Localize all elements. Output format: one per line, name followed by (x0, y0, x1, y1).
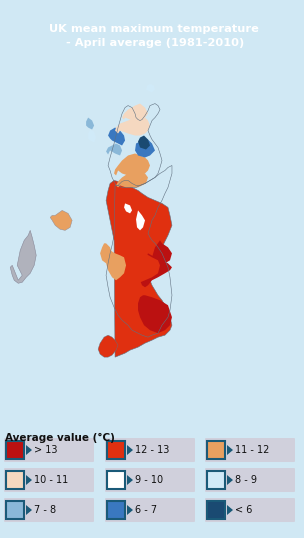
FancyBboxPatch shape (207, 501, 225, 519)
FancyBboxPatch shape (205, 468, 295, 492)
Text: > 13: > 13 (34, 445, 57, 455)
Polygon shape (108, 128, 125, 145)
FancyBboxPatch shape (205, 498, 295, 522)
Text: < 6: < 6 (235, 505, 252, 515)
FancyBboxPatch shape (105, 438, 195, 462)
Text: UK mean maximum temperature
 - April average (1981-2010): UK mean maximum temperature - April aver… (49, 24, 258, 48)
FancyBboxPatch shape (107, 471, 125, 489)
Polygon shape (100, 243, 112, 263)
Polygon shape (227, 505, 233, 515)
Text: 6 - 7: 6 - 7 (135, 505, 157, 515)
Polygon shape (138, 295, 172, 333)
Polygon shape (140, 253, 172, 287)
Polygon shape (106, 180, 172, 357)
FancyBboxPatch shape (207, 441, 225, 459)
Polygon shape (98, 335, 118, 357)
FancyBboxPatch shape (107, 441, 125, 459)
Polygon shape (106, 250, 126, 280)
FancyBboxPatch shape (205, 438, 295, 462)
Polygon shape (136, 210, 145, 230)
Polygon shape (26, 475, 32, 485)
Polygon shape (146, 83, 155, 93)
Polygon shape (227, 475, 233, 485)
Polygon shape (88, 130, 96, 143)
Polygon shape (106, 144, 122, 155)
Text: 7 - 8: 7 - 8 (34, 505, 56, 515)
Polygon shape (114, 153, 150, 175)
Polygon shape (127, 445, 133, 455)
FancyBboxPatch shape (4, 438, 94, 462)
Polygon shape (26, 445, 32, 455)
Polygon shape (115, 116, 150, 136)
FancyBboxPatch shape (207, 471, 225, 489)
Polygon shape (10, 230, 36, 284)
Polygon shape (135, 139, 155, 158)
FancyBboxPatch shape (6, 471, 24, 489)
Text: 8 - 9: 8 - 9 (235, 475, 257, 485)
FancyBboxPatch shape (105, 498, 195, 522)
Polygon shape (86, 117, 94, 130)
Polygon shape (227, 445, 233, 455)
FancyBboxPatch shape (6, 441, 24, 459)
FancyBboxPatch shape (4, 498, 94, 522)
Polygon shape (116, 171, 148, 187)
Polygon shape (152, 240, 172, 265)
Polygon shape (50, 210, 72, 230)
Text: Average value (°C): Average value (°C) (5, 433, 115, 443)
Polygon shape (127, 475, 133, 485)
Polygon shape (138, 136, 150, 150)
Text: 9 - 10: 9 - 10 (135, 475, 163, 485)
Polygon shape (124, 203, 132, 214)
Text: 10 - 11: 10 - 11 (34, 475, 68, 485)
FancyBboxPatch shape (105, 468, 195, 492)
FancyBboxPatch shape (4, 468, 94, 492)
Text: 11 - 12: 11 - 12 (235, 445, 269, 455)
FancyBboxPatch shape (107, 501, 125, 519)
Text: 12 - 13: 12 - 13 (135, 445, 169, 455)
FancyBboxPatch shape (6, 501, 24, 519)
Polygon shape (127, 505, 133, 515)
Polygon shape (26, 505, 32, 515)
Polygon shape (124, 207, 160, 237)
Polygon shape (124, 247, 160, 285)
Polygon shape (122, 104, 148, 121)
